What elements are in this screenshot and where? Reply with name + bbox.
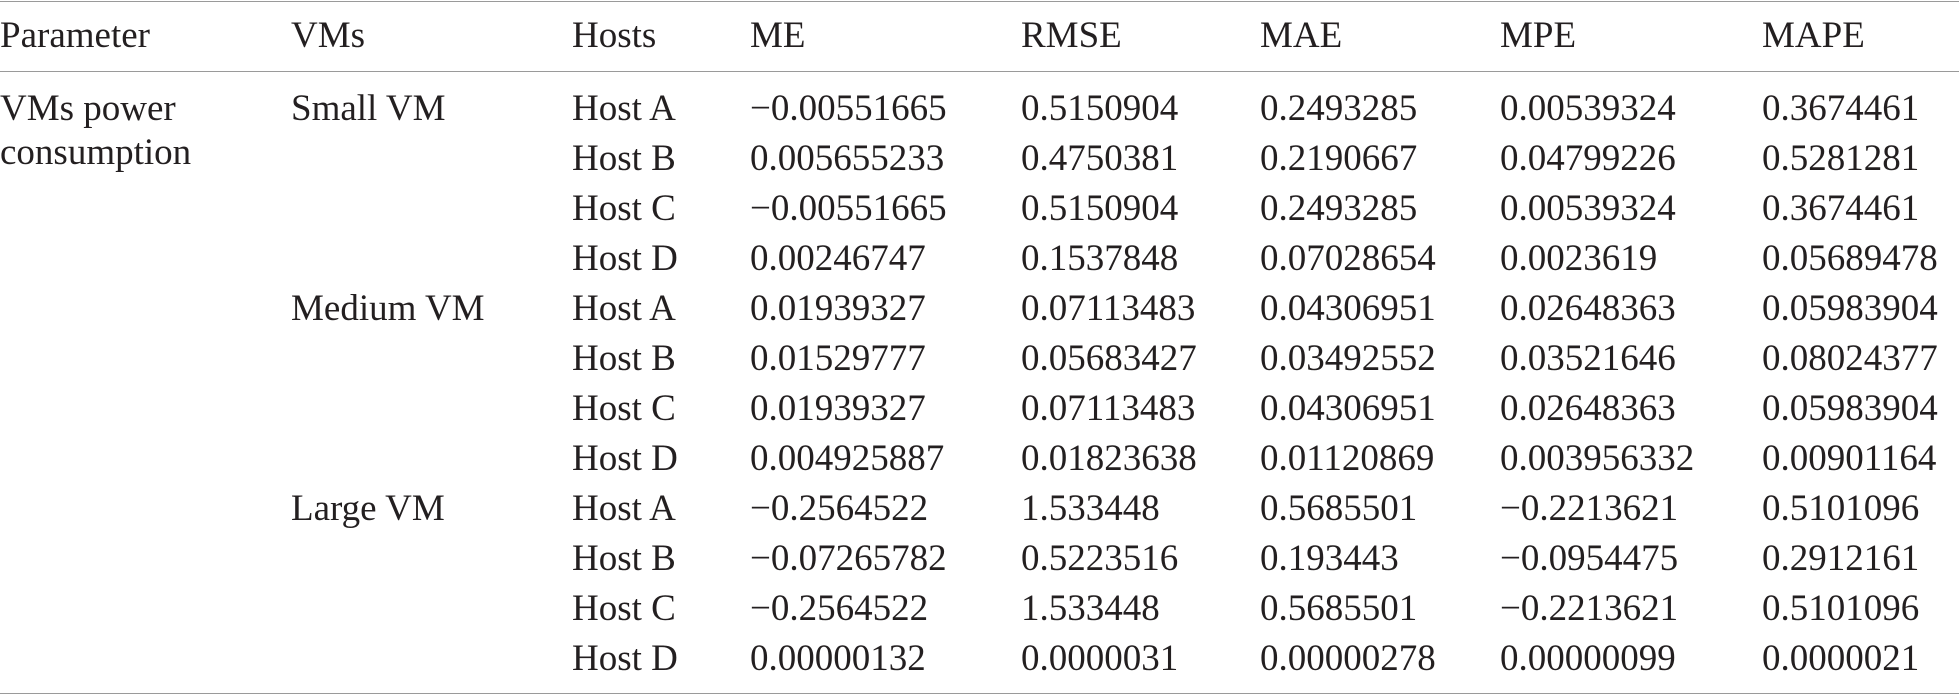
host-cell: Host A xyxy=(572,88,676,129)
value-cell: 0.00539324 xyxy=(1500,88,1676,129)
vm-cell: Medium VM xyxy=(291,288,485,329)
host-cell: Host D xyxy=(572,238,678,279)
vm-cell: Small VM xyxy=(291,88,446,129)
host-cell: Host D xyxy=(572,638,678,679)
bottom-rule xyxy=(0,693,1959,694)
value-cell: 0.05983904 xyxy=(1762,288,1938,329)
column-header: VMs xyxy=(291,15,366,56)
value-cell: 0.5150904 xyxy=(1021,188,1179,229)
host-cell: Host B xyxy=(572,538,676,579)
value-cell: −0.00551665 xyxy=(750,88,947,129)
value-cell: 1.533448 xyxy=(1021,488,1160,529)
value-cell: 0.0000021 xyxy=(1762,638,1920,679)
parameter-cell: VMs power consumption xyxy=(0,88,192,173)
value-cell: 0.01120869 xyxy=(1260,438,1435,479)
value-cell: 0.07028654 xyxy=(1260,238,1436,279)
value-cell: −0.2564522 xyxy=(750,588,929,629)
value-cell: −0.0954475 xyxy=(1500,538,1679,579)
value-cell: 0.005655233 xyxy=(750,138,945,179)
value-cell: 0.5685501 xyxy=(1260,488,1418,529)
host-cell: Host B xyxy=(572,138,676,179)
value-cell: 0.04306951 xyxy=(1260,288,1436,329)
value-cell: −0.2213621 xyxy=(1500,588,1679,629)
value-cell: 0.2912161 xyxy=(1762,538,1920,579)
column-header: Hosts xyxy=(572,15,657,56)
value-cell: 0.01529777 xyxy=(750,338,926,379)
value-cell: 0.2493285 xyxy=(1260,188,1418,229)
value-cell: 0.0000031 xyxy=(1021,638,1179,679)
column-header: Parameter xyxy=(0,15,150,56)
host-cell: Host D xyxy=(572,438,678,479)
value-cell: 0.00000132 xyxy=(750,638,926,679)
value-cell: 0.07113483 xyxy=(1021,388,1196,429)
value-cell: 0.3674461 xyxy=(1762,188,1920,229)
value-cell: 0.00539324 xyxy=(1500,188,1676,229)
value-cell: 0.07113483 xyxy=(1021,288,1196,329)
value-cell: 0.4750381 xyxy=(1021,138,1179,179)
value-cell: 0.3674461 xyxy=(1762,88,1920,129)
column-header: MAE xyxy=(1260,15,1343,56)
host-cell: Host A xyxy=(572,488,676,529)
value-cell: 0.02648363 xyxy=(1500,288,1676,329)
value-cell: 0.01939327 xyxy=(750,288,926,329)
value-cell: 0.5685501 xyxy=(1260,588,1418,629)
vm-cell: Large VM xyxy=(291,488,445,529)
value-cell: 0.00246747 xyxy=(750,238,926,279)
value-cell: 0.03492552 xyxy=(1260,338,1436,379)
top-rule xyxy=(0,1,1959,2)
value-cell: 0.5101096 xyxy=(1762,488,1920,529)
host-cell: Host C xyxy=(572,188,676,229)
value-cell: −0.00551665 xyxy=(750,188,947,229)
value-cell: 0.0023619 xyxy=(1500,238,1658,279)
value-cell: 0.004925887 xyxy=(750,438,945,479)
value-cell: 0.05689478 xyxy=(1762,238,1938,279)
value-cell: 0.00000278 xyxy=(1260,638,1436,679)
value-cell: 0.04306951 xyxy=(1260,388,1436,429)
value-cell: −0.2564522 xyxy=(750,488,929,529)
value-cell: −0.2213621 xyxy=(1500,488,1679,529)
value-cell: 0.05983904 xyxy=(1762,388,1938,429)
host-cell: Host A xyxy=(572,288,676,329)
value-cell: 0.00901164 xyxy=(1762,438,1937,479)
value-cell: 0.01823638 xyxy=(1021,438,1197,479)
value-cell: 0.5223516 xyxy=(1021,538,1179,579)
value-cell: 0.5150904 xyxy=(1021,88,1179,129)
host-cell: Host B xyxy=(572,338,676,379)
value-cell: 0.5281281 xyxy=(1762,138,1920,179)
value-cell: 0.08024377 xyxy=(1762,338,1938,379)
value-cell: 0.04799226 xyxy=(1500,138,1676,179)
host-cell: Host C xyxy=(572,388,676,429)
column-header: RMSE xyxy=(1021,15,1122,56)
value-cell: 0.5101096 xyxy=(1762,588,1920,629)
host-cell: Host C xyxy=(572,588,676,629)
column-header: ME xyxy=(750,15,806,56)
value-cell: 1.533448 xyxy=(1021,588,1160,629)
value-cell: 0.1537848 xyxy=(1021,238,1179,279)
value-cell: 0.003956332 xyxy=(1500,438,1695,479)
value-cell: 0.02648363 xyxy=(1500,388,1676,429)
value-cell: 0.193443 xyxy=(1260,538,1399,579)
value-cell: −0.07265782 xyxy=(750,538,947,579)
column-header: MPE xyxy=(1500,15,1577,56)
value-cell: 0.2190667 xyxy=(1260,138,1418,179)
value-cell: 0.2493285 xyxy=(1260,88,1418,129)
value-cell: 0.05683427 xyxy=(1021,338,1197,379)
value-cell: 0.03521646 xyxy=(1500,338,1676,379)
header-rule xyxy=(0,71,1959,72)
column-header: MAPE xyxy=(1762,15,1865,56)
value-cell: 0.00000099 xyxy=(1500,638,1676,679)
value-cell: 0.01939327 xyxy=(750,388,926,429)
